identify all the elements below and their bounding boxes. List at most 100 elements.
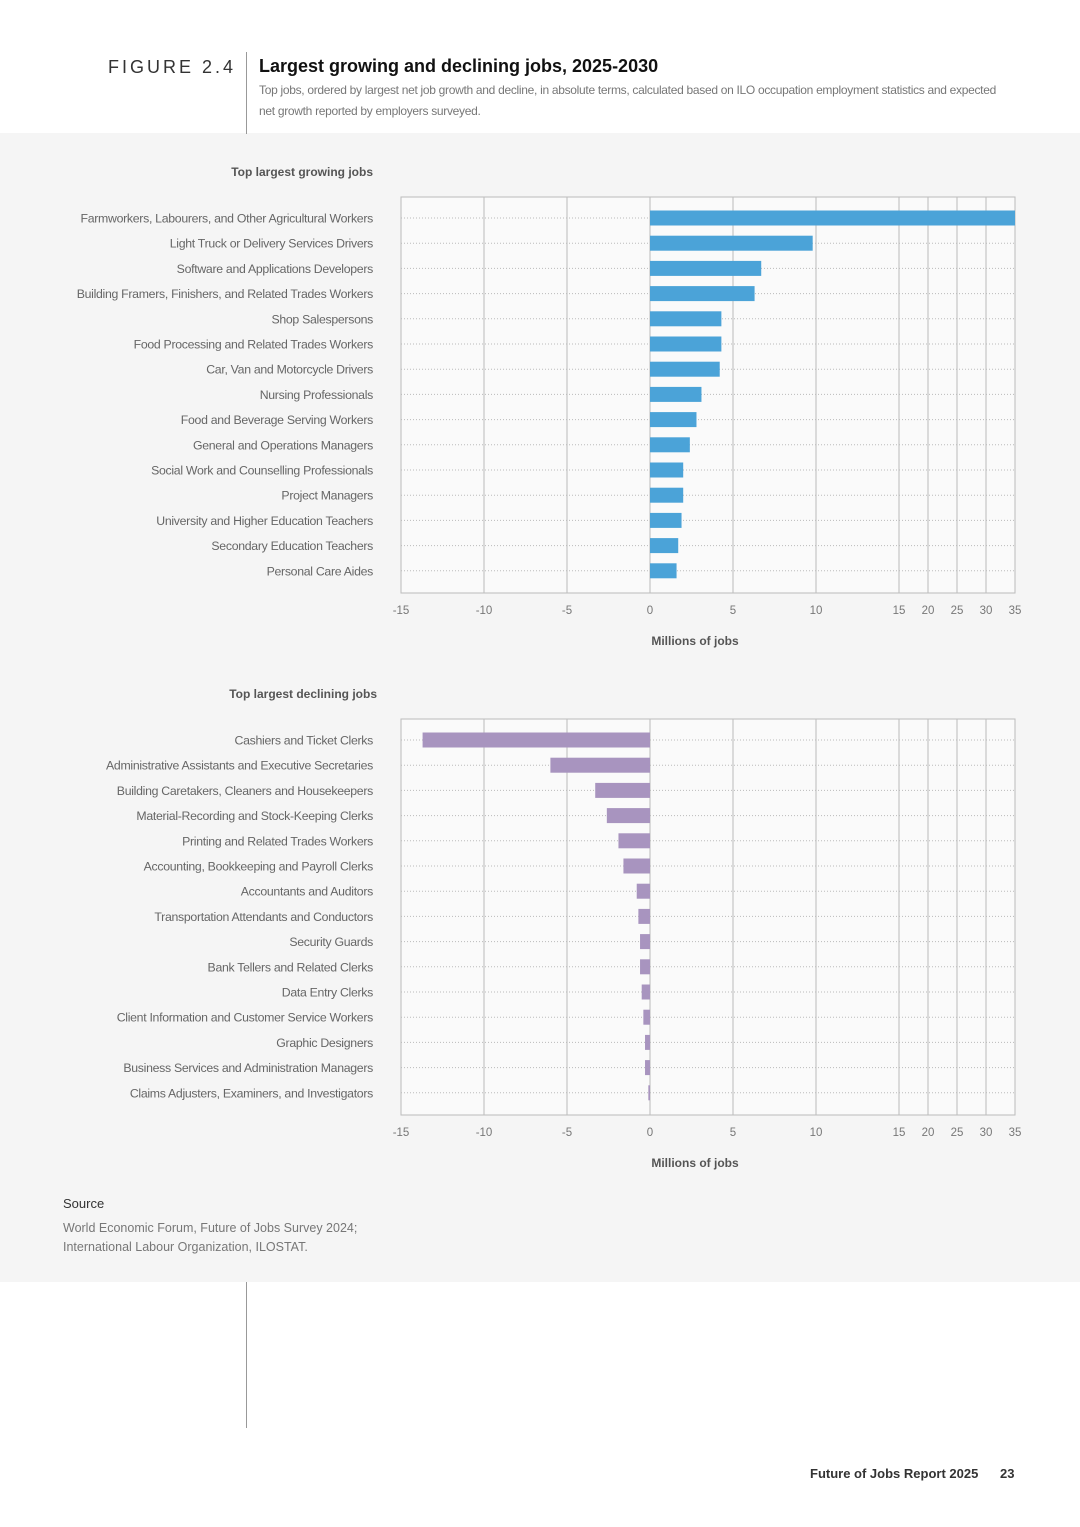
bar bbox=[640, 934, 650, 950]
x-tick-label: 5 bbox=[730, 1127, 736, 1139]
bar bbox=[618, 833, 650, 849]
x-tick-label: 35 bbox=[1009, 605, 1022, 617]
category-label: Building Caretakers, Cleaners and Housek… bbox=[117, 784, 373, 798]
chart-title: Top largest declining jobs bbox=[229, 687, 377, 701]
bar bbox=[643, 1009, 650, 1025]
category-label: Printing and Related Trades Workers bbox=[182, 834, 373, 848]
bar bbox=[645, 1034, 650, 1050]
category-label: Food Processing and Related Trades Worke… bbox=[134, 338, 374, 352]
bar bbox=[595, 782, 650, 798]
x-axis-label: Millions of jobs bbox=[651, 1156, 739, 1170]
figure-label: FIGURE 2.4 bbox=[108, 57, 237, 77]
category-label: Secondary Education Teachers bbox=[211, 539, 373, 553]
bar bbox=[638, 908, 650, 924]
divider bbox=[246, 52, 247, 134]
category-label: Claims Adjusters, Examiners, and Investi… bbox=[130, 1086, 373, 1100]
source-line: World Economic Forum, Future of Jobs Sur… bbox=[63, 1221, 358, 1235]
category-label: Security Guards bbox=[289, 935, 373, 949]
category-label: Farmworkers, Labourers, and Other Agricu… bbox=[81, 212, 374, 226]
x-tick-label: -15 bbox=[393, 1127, 410, 1139]
figure-title: Largest growing and declining jobs, 2025… bbox=[259, 56, 659, 76]
source-text: World Economic Forum, Future of Jobs Sur… bbox=[63, 1219, 357, 1257]
x-tick-label: 15 bbox=[893, 605, 906, 617]
category-label: Bank Tellers and Related Clerks bbox=[208, 960, 374, 974]
category-label: Light Truck or Delivery Services Drivers bbox=[170, 237, 373, 251]
source-line: International Labour Organization, ILOST… bbox=[63, 1240, 308, 1254]
bar bbox=[650, 487, 684, 503]
category-label: Cashiers and Ticket Clerks bbox=[235, 734, 374, 748]
bar bbox=[650, 286, 755, 302]
plot-area bbox=[400, 196, 1016, 594]
bar bbox=[550, 757, 650, 773]
category-label: Business Services and Administration Man… bbox=[123, 1061, 373, 1075]
category-label: Client Information and Customer Service … bbox=[117, 1011, 373, 1025]
bar bbox=[636, 883, 650, 899]
bar bbox=[650, 386, 702, 402]
footer-report: Future of Jobs Report 2025 bbox=[810, 1466, 979, 1481]
bar bbox=[650, 336, 722, 352]
category-label: Shop Salespersons bbox=[271, 312, 373, 326]
category-label: Car, Van and Motorcycle Drivers bbox=[206, 363, 373, 377]
category-label: Graphic Designers bbox=[276, 1036, 373, 1050]
x-axis-label: Millions of jobs bbox=[651, 634, 739, 648]
category-label: Software and Applications Developers bbox=[177, 262, 373, 276]
x-tick-label: 15 bbox=[893, 1127, 906, 1139]
bar bbox=[422, 732, 650, 748]
bar bbox=[650, 210, 1015, 226]
category-label: Social Work and Counselling Professional… bbox=[151, 464, 373, 478]
bar bbox=[606, 808, 650, 824]
bar bbox=[650, 462, 684, 478]
x-tick-label: -5 bbox=[562, 605, 572, 617]
category-label: Personal Care Aides bbox=[267, 564, 374, 578]
x-tick-label: 0 bbox=[647, 1127, 653, 1139]
x-tick-label: 20 bbox=[922, 605, 935, 617]
bar bbox=[650, 563, 677, 579]
category-label: Nursing Professionals bbox=[260, 388, 373, 402]
category-label: Transportation Attendants and Conductors bbox=[154, 910, 373, 924]
x-tick-label: 10 bbox=[810, 605, 823, 617]
x-tick-label: 5 bbox=[730, 605, 736, 617]
category-label: Food and Beverage Serving Workers bbox=[181, 413, 373, 427]
category-label: University and Higher Education Teachers bbox=[156, 514, 373, 528]
x-tick-label: -5 bbox=[562, 1127, 572, 1139]
category-label: Accounting, Bookkeeping and Payroll Cler… bbox=[144, 860, 374, 874]
x-tick-label: 25 bbox=[951, 1127, 964, 1139]
category-label: Project Managers bbox=[281, 489, 373, 503]
x-tick-label: 20 bbox=[922, 1127, 935, 1139]
source-heading: Source bbox=[63, 1196, 105, 1211]
category-label: Material-Recording and Stock-Keeping Cle… bbox=[136, 809, 373, 823]
x-tick-label: 30 bbox=[980, 605, 993, 617]
x-tick-label: -15 bbox=[393, 605, 410, 617]
x-tick-label: 30 bbox=[980, 1127, 993, 1139]
x-tick-label: 25 bbox=[951, 605, 964, 617]
bar bbox=[650, 412, 697, 428]
bar bbox=[650, 538, 679, 554]
bar bbox=[650, 260, 762, 276]
figure-subtitle: Top jobs, ordered by largest net job gro… bbox=[259, 83, 996, 118]
category-label: Building Framers, Finishers, and Related… bbox=[77, 287, 373, 301]
chart-title: Top largest growing jobs bbox=[231, 165, 373, 179]
bar bbox=[650, 512, 682, 528]
bar bbox=[650, 235, 813, 251]
category-label: Data Entry Clerks bbox=[282, 986, 373, 1000]
category-label: Accountants and Auditors bbox=[241, 885, 373, 899]
x-tick-label: -10 bbox=[476, 605, 493, 617]
bar bbox=[623, 858, 650, 874]
x-tick-label: 35 bbox=[1009, 1127, 1022, 1139]
x-tick-label: -10 bbox=[476, 1127, 493, 1139]
x-tick-label: 10 bbox=[810, 1127, 823, 1139]
plot-area bbox=[400, 718, 1016, 1116]
bar bbox=[650, 437, 690, 453]
x-tick-label: 0 bbox=[647, 605, 653, 617]
bar bbox=[645, 1060, 650, 1076]
category-label: Administrative Assistants and Executive … bbox=[106, 759, 373, 773]
bar bbox=[648, 1085, 650, 1101]
bar bbox=[650, 311, 722, 327]
divider bbox=[246, 1282, 247, 1428]
bar bbox=[641, 984, 650, 1000]
bar bbox=[640, 959, 650, 975]
page-number: 23 bbox=[1000, 1466, 1015, 1481]
category-label: General and Operations Managers bbox=[193, 438, 373, 452]
